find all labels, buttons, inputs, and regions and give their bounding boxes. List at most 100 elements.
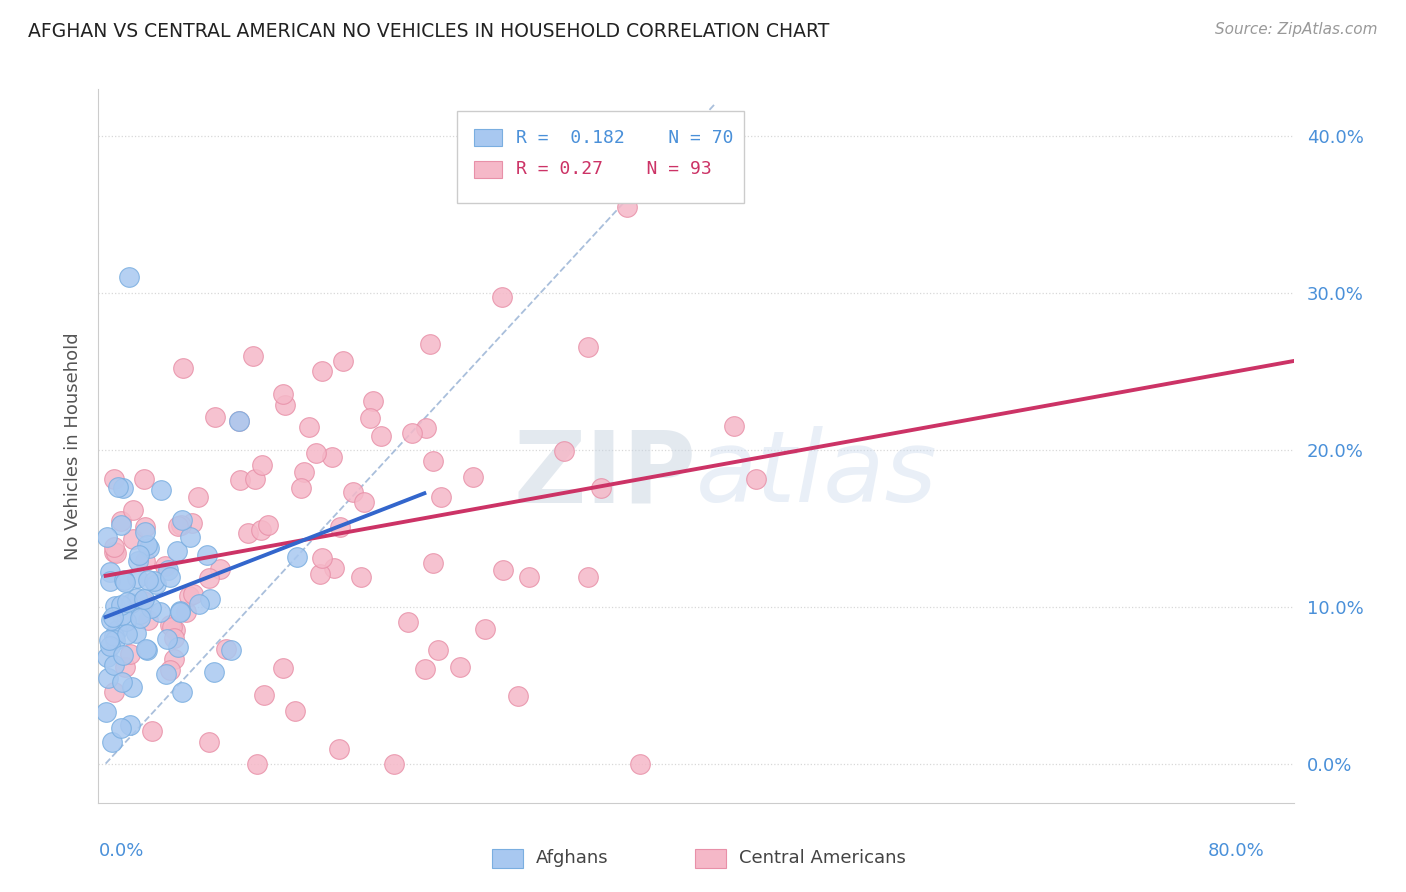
Point — [169, 518, 191, 533]
Point — [274, 399, 297, 413]
Point — [110, 721, 132, 735]
Point — [215, 641, 238, 656]
Point — [103, 629, 125, 643]
Point — [628, 756, 651, 771]
Point — [118, 270, 141, 285]
Text: R = 0.27    N = 93: R = 0.27 N = 93 — [516, 161, 711, 178]
Point — [103, 544, 125, 558]
Point — [159, 617, 181, 632]
Point — [150, 483, 173, 497]
Point — [114, 573, 136, 587]
Point — [111, 607, 134, 622]
FancyBboxPatch shape — [457, 111, 744, 203]
Point — [156, 563, 179, 577]
Text: 80.0%: 80.0% — [1208, 842, 1264, 860]
Point — [94, 705, 117, 719]
Point — [97, 672, 120, 686]
Point — [132, 472, 155, 486]
Point — [576, 570, 599, 584]
Point — [323, 561, 346, 575]
Text: R =  0.182    N = 70: R = 0.182 N = 70 — [516, 128, 733, 146]
Point — [101, 735, 124, 749]
Point — [121, 680, 143, 694]
Point — [172, 685, 194, 699]
Point — [329, 520, 352, 534]
Point — [361, 394, 384, 409]
Point — [202, 665, 225, 679]
Point — [328, 742, 350, 756]
Text: Central Americans: Central Americans — [740, 849, 905, 867]
Point — [121, 503, 143, 517]
Point — [517, 569, 540, 583]
Point — [422, 454, 444, 468]
Point — [474, 622, 496, 636]
Point — [181, 516, 204, 531]
Point — [125, 571, 148, 585]
Text: ZIP: ZIP — [513, 426, 696, 523]
Point — [250, 523, 273, 537]
Point — [219, 642, 242, 657]
FancyBboxPatch shape — [695, 849, 725, 868]
Point — [508, 689, 530, 703]
Point — [426, 643, 449, 657]
Point — [353, 495, 375, 509]
Point — [124, 625, 146, 640]
Point — [98, 632, 121, 647]
Point — [138, 573, 160, 587]
Point — [121, 532, 143, 546]
Point — [290, 481, 312, 495]
Point — [172, 360, 194, 375]
Point — [252, 458, 274, 472]
Point — [100, 613, 122, 627]
Point — [370, 429, 392, 443]
Point — [186, 490, 208, 504]
Point — [110, 514, 132, 528]
Point — [135, 641, 157, 656]
Point — [422, 556, 444, 570]
Point — [103, 658, 125, 673]
Point — [419, 336, 441, 351]
Point — [134, 519, 156, 533]
Point — [179, 530, 201, 544]
FancyBboxPatch shape — [474, 161, 502, 178]
Point — [103, 540, 125, 554]
Point — [134, 554, 156, 568]
Point — [143, 574, 166, 588]
Point — [382, 756, 405, 771]
Point — [204, 409, 226, 424]
Point — [125, 591, 148, 606]
Point — [159, 569, 181, 583]
Point — [321, 450, 343, 464]
Text: AFGHAN VS CENTRAL AMERICAN NO VEHICLES IN HOUSEHOLD CORRELATION CHART: AFGHAN VS CENTRAL AMERICAN NO VEHICLES I… — [28, 22, 830, 41]
Point — [141, 723, 163, 738]
Point — [159, 663, 181, 677]
Point — [167, 640, 190, 654]
Point — [170, 513, 193, 527]
Point — [616, 200, 638, 214]
Y-axis label: No Vehicles in Household: No Vehicles in Household — [63, 332, 82, 560]
Point — [744, 472, 766, 486]
Point — [195, 548, 218, 562]
Point — [127, 554, 149, 568]
Point — [138, 541, 160, 555]
Point — [138, 613, 160, 627]
Point — [98, 639, 121, 653]
Point — [350, 570, 373, 584]
Point — [169, 603, 191, 617]
Point — [96, 530, 118, 544]
Point — [128, 548, 150, 562]
Point — [96, 650, 118, 665]
Point — [128, 607, 150, 621]
Point — [311, 364, 333, 378]
Point — [271, 386, 294, 401]
Point — [160, 620, 183, 634]
Point — [245, 472, 267, 486]
Point — [107, 480, 129, 494]
Point — [238, 525, 260, 540]
Point — [120, 647, 142, 661]
Point — [576, 340, 599, 354]
Point — [98, 566, 121, 580]
Point — [228, 414, 250, 428]
Point — [198, 592, 221, 607]
Point — [166, 544, 188, 558]
